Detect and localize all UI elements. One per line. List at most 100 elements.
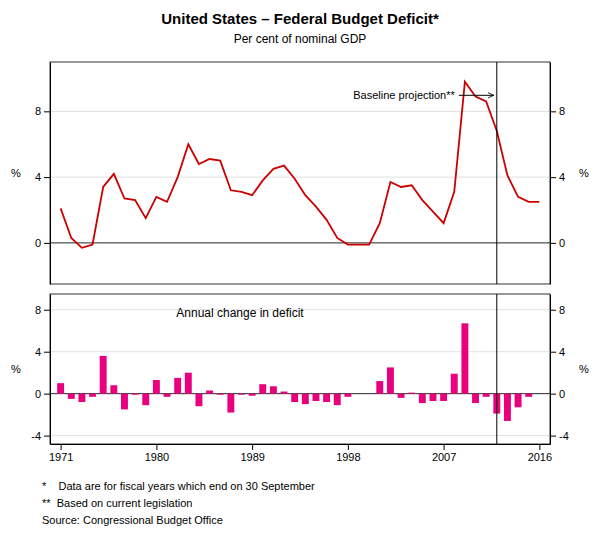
- bar: [206, 391, 213, 394]
- axis-line: [550, 295, 551, 445]
- bar: [238, 394, 245, 395]
- footnote: ** Based on current legislation: [42, 497, 192, 509]
- axis-line: [550, 63, 551, 285]
- bar: [227, 394, 234, 413]
- y2-axis: -4 0 4 8: [550, 295, 569, 445]
- tick: 2007: [432, 444, 456, 463]
- bar: [313, 394, 320, 401]
- bar: [366, 393, 373, 394]
- bar: [291, 394, 298, 402]
- bar: [217, 394, 224, 395]
- bar: [121, 394, 128, 410]
- bar: [259, 384, 266, 393]
- bar: [100, 356, 107, 394]
- bar: [355, 393, 362, 394]
- bar: [408, 393, 415, 394]
- marks: [50, 294, 550, 444]
- tick: 0: [550, 388, 565, 400]
- y2-tick: [550, 310, 556, 311]
- bar: [164, 394, 171, 397]
- bar: [451, 374, 458, 394]
- y2-tick: [550, 436, 556, 437]
- y2-tick-label: 4: [559, 171, 565, 183]
- bar: [249, 394, 256, 396]
- y-tick-label: 0: [35, 388, 41, 400]
- bar: [525, 394, 532, 397]
- y2-tick: [550, 111, 556, 112]
- tick: 4: [35, 346, 50, 358]
- tick: 1980: [145, 444, 169, 463]
- tick: 0: [550, 237, 565, 249]
- y-tick: [44, 177, 50, 178]
- y-axis: -4048: [31, 295, 50, 445]
- bar: [281, 392, 288, 394]
- tick: 1989: [240, 444, 264, 463]
- bar: [376, 381, 383, 394]
- tick: 4: [35, 171, 50, 183]
- y-tick-label: 4: [35, 346, 41, 358]
- y-tick: [44, 436, 50, 437]
- bar: [132, 394, 139, 395]
- grid-line: [50, 242, 550, 243]
- bar: [504, 394, 511, 421]
- bar: [472, 394, 479, 403]
- bar: [68, 394, 75, 399]
- y-tick-label: 4: [35, 171, 41, 183]
- title: United States – Federal Budget Deficit*: [161, 10, 439, 27]
- y-axis-label: %: [11, 167, 21, 179]
- grid-line: [50, 111, 550, 112]
- y2-axis-label: %: [579, 363, 589, 375]
- y2-tick: [550, 394, 556, 395]
- plot-frame: [50, 62, 550, 284]
- subtitle: Per cent of nominal GDP: [234, 32, 367, 46]
- tick: 4: [550, 346, 565, 358]
- chart: United States – Federal Budget Deficit* P…: [0, 0, 600, 558]
- grid-line: [50, 435, 550, 436]
- tick: 4: [550, 171, 565, 183]
- y-tick-label: 8: [35, 105, 41, 117]
- y-axis-label: %: [11, 363, 21, 375]
- x-tick: [61, 444, 62, 450]
- tick: 8: [35, 304, 50, 316]
- tick: 8: [550, 105, 565, 117]
- axis-line: [50, 295, 51, 445]
- y-axis: 0 4 8: [35, 63, 51, 285]
- y2-tick-label: -4: [559, 430, 569, 442]
- x-tick-label: 1989: [240, 451, 264, 463]
- y-tick: [44, 243, 50, 244]
- bar: [174, 378, 181, 394]
- axis-line: [50, 63, 51, 285]
- x-tick-label: 1980: [145, 451, 169, 463]
- zero-line: [50, 242, 550, 243]
- bar: [323, 394, 330, 402]
- y2-axis: 0 4 8: [550, 63, 565, 285]
- grid: [50, 111, 550, 243]
- bar: [398, 394, 405, 398]
- y-tick: [44, 352, 50, 353]
- tick: -4: [550, 430, 569, 442]
- tick: 0: [35, 237, 50, 249]
- bar: [302, 394, 309, 404]
- y2-axis-label: %: [579, 167, 589, 179]
- y2-tick-label: 4: [559, 346, 565, 358]
- bar: [461, 323, 468, 393]
- bar: [195, 394, 202, 407]
- bar: [270, 386, 277, 393]
- annotation: Baseline projection**: [353, 89, 455, 101]
- grid: [50, 310, 550, 436]
- bar: [153, 380, 160, 394]
- data-line: [61, 82, 540, 248]
- x-tick: [156, 444, 157, 450]
- x-tick: [539, 444, 540, 450]
- bar: [536, 393, 543, 394]
- tick: 8: [550, 304, 565, 316]
- bar: [387, 367, 394, 393]
- y2-tick: [550, 177, 556, 178]
- bar: [57, 383, 64, 393]
- y-tick: [44, 310, 50, 311]
- tick: 8: [35, 105, 50, 117]
- y-tick-label: 0: [35, 237, 41, 249]
- y2-tick-label: 0: [559, 237, 565, 249]
- bar: [334, 394, 341, 406]
- y2-tick-label: 0: [559, 388, 565, 400]
